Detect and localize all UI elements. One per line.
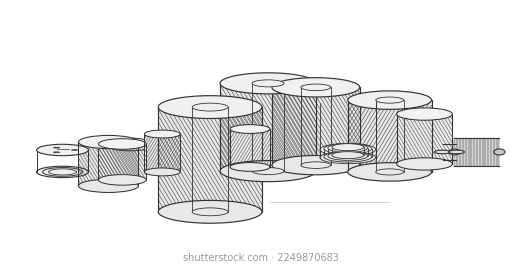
- Ellipse shape: [376, 169, 404, 175]
- Ellipse shape: [448, 150, 465, 154]
- Ellipse shape: [192, 103, 228, 111]
- Polygon shape: [348, 100, 432, 172]
- Polygon shape: [158, 107, 262, 212]
- Text: shutterstock.com · 2249870683: shutterstock.com · 2249870683: [183, 253, 339, 263]
- Ellipse shape: [494, 149, 505, 155]
- Ellipse shape: [397, 158, 453, 170]
- Polygon shape: [272, 87, 360, 165]
- Ellipse shape: [37, 144, 88, 156]
- Ellipse shape: [252, 80, 284, 87]
- Ellipse shape: [252, 168, 284, 175]
- Ellipse shape: [49, 169, 77, 175]
- Polygon shape: [332, 147, 364, 155]
- Polygon shape: [78, 142, 138, 186]
- Ellipse shape: [230, 162, 270, 171]
- Ellipse shape: [434, 150, 450, 154]
- Ellipse shape: [301, 162, 331, 169]
- Polygon shape: [230, 129, 270, 167]
- Ellipse shape: [104, 144, 156, 156]
- Ellipse shape: [99, 139, 146, 149]
- Polygon shape: [320, 150, 376, 158]
- Ellipse shape: [158, 200, 262, 223]
- Polygon shape: [455, 138, 500, 166]
- Ellipse shape: [54, 152, 60, 153]
- Ellipse shape: [192, 208, 228, 216]
- Polygon shape: [328, 148, 367, 156]
- Polygon shape: [397, 114, 453, 164]
- Ellipse shape: [301, 84, 331, 91]
- Ellipse shape: [144, 130, 180, 138]
- Ellipse shape: [320, 151, 376, 164]
- Ellipse shape: [332, 144, 364, 151]
- Ellipse shape: [43, 167, 82, 176]
- Ellipse shape: [328, 151, 367, 160]
- Ellipse shape: [332, 152, 364, 159]
- Ellipse shape: [397, 108, 453, 120]
- Ellipse shape: [220, 73, 316, 94]
- Ellipse shape: [324, 151, 372, 162]
- Polygon shape: [99, 144, 146, 180]
- Ellipse shape: [449, 149, 460, 155]
- Ellipse shape: [328, 144, 367, 152]
- Ellipse shape: [272, 155, 360, 175]
- Ellipse shape: [348, 163, 432, 181]
- Ellipse shape: [104, 148, 156, 160]
- Ellipse shape: [78, 136, 138, 149]
- Ellipse shape: [144, 168, 180, 176]
- Ellipse shape: [272, 78, 360, 97]
- Ellipse shape: [54, 147, 60, 148]
- Ellipse shape: [324, 144, 372, 154]
- Ellipse shape: [99, 175, 146, 185]
- Ellipse shape: [376, 97, 404, 103]
- Ellipse shape: [320, 143, 376, 156]
- Ellipse shape: [348, 91, 432, 109]
- Polygon shape: [220, 83, 316, 171]
- Ellipse shape: [78, 179, 138, 192]
- Polygon shape: [144, 134, 180, 172]
- Ellipse shape: [220, 161, 316, 182]
- Ellipse shape: [112, 138, 148, 146]
- Polygon shape: [324, 149, 372, 157]
- Ellipse shape: [109, 141, 152, 151]
- Ellipse shape: [37, 166, 88, 178]
- Ellipse shape: [230, 125, 270, 133]
- Ellipse shape: [158, 96, 262, 118]
